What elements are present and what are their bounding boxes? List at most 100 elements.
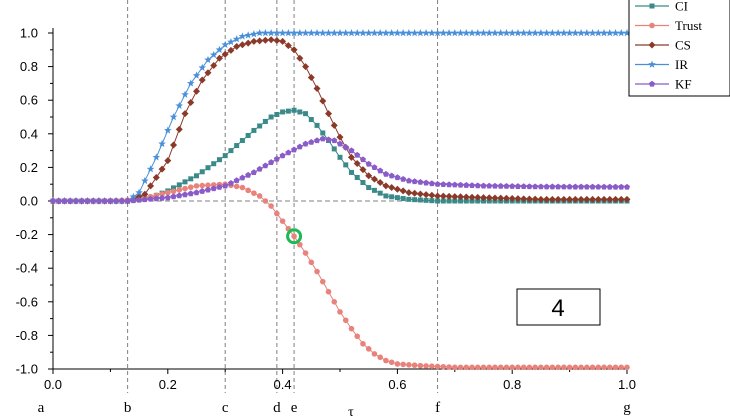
data-point-kf (204, 186, 212, 193)
data-point-cs (480, 194, 487, 202)
data-point-kf (491, 182, 499, 189)
data-point-ci (228, 148, 234, 154)
data-point-ir (318, 29, 327, 37)
data-point-cs (543, 195, 551, 203)
data-point-ir (284, 29, 293, 37)
data-point-ci (268, 114, 274, 120)
legend-marker-cs (648, 41, 656, 49)
legend-marker-ci (649, 3, 655, 9)
data-point-kf (514, 183, 521, 189)
data-point-trust (400, 361, 406, 368)
data-point-kf (457, 181, 464, 188)
data-point-ir (198, 63, 207, 71)
data-series (49, 29, 631, 371)
legend: CI Trust CS IR KF (628, 0, 730, 97)
data-point-ir (169, 113, 178, 121)
data-point-ci (297, 109, 303, 115)
data-point-cs (307, 74, 315, 82)
data-point-kf (331, 137, 338, 144)
data-point-trust (538, 364, 544, 371)
data-point-kf (451, 181, 458, 188)
data-point-ir (445, 29, 453, 37)
data-point-cs (411, 189, 419, 197)
data-point-kf (446, 181, 453, 188)
data-point-trust (268, 203, 274, 209)
x-tick-label: 1.0 (618, 377, 636, 392)
data-point-kf (118, 197, 125, 204)
data-point-trust (503, 364, 510, 371)
data-point-trust (417, 362, 424, 369)
data-point-ci (469, 198, 475, 204)
data-point-cs (502, 194, 510, 202)
data-point-trust (159, 191, 165, 197)
y-tick-label: -1.0 (16, 362, 38, 377)
data-point-kf (176, 192, 183, 199)
data-point-ci (423, 197, 429, 203)
data-point-trust (314, 268, 320, 275)
data-point-kf (95, 197, 102, 204)
data-point-kf (78, 197, 85, 204)
data-point-cs (468, 193, 476, 201)
data-point-trust (543, 364, 550, 371)
data-point-kf (227, 179, 234, 186)
data-point-trust (170, 188, 177, 195)
data-point-ir (359, 29, 367, 37)
y-tick-label: 0.0 (20, 194, 38, 209)
data-point-ci (308, 117, 314, 123)
data-point-ci (440, 198, 446, 204)
data-point-trust (618, 364, 625, 371)
data-point-trust (423, 363, 429, 369)
data-point-cs (594, 195, 602, 203)
data-point-cs (325, 110, 333, 118)
data-point-kf (199, 188, 206, 194)
data-point-cs (359, 166, 367, 174)
data-point-cs (445, 192, 453, 200)
data-point-cs (347, 153, 355, 161)
y-tick-label: -0.8 (16, 328, 38, 343)
marker-label-b: b (124, 400, 132, 416)
data-point-cs (187, 98, 195, 106)
data-point-trust (452, 364, 458, 371)
x-tick-label: 0.8 (503, 377, 521, 392)
data-point-ir (519, 29, 528, 37)
data-point-cs (170, 141, 178, 149)
data-point-ci (211, 161, 217, 167)
annotation-box-label: 4 (551, 295, 564, 322)
data-point-cs (525, 195, 533, 203)
data-point-ir (164, 126, 172, 134)
data-point-ci (463, 198, 469, 204)
legend-marker-ir (648, 60, 656, 68)
data-point-kf (537, 183, 544, 190)
data-point-ir (232, 35, 241, 43)
data-point-ci (262, 118, 268, 124)
data-point-ci (366, 185, 372, 191)
data-point-kf (273, 155, 280, 162)
y-tick-label: -0.4 (16, 261, 38, 276)
data-point-cs (548, 195, 556, 203)
data-point-ci (285, 108, 291, 114)
data-point-ci (234, 143, 240, 149)
data-point-ci (337, 154, 343, 160)
data-point-ci (458, 198, 464, 204)
data-point-kf (526, 183, 533, 190)
data-point-ir (439, 29, 448, 37)
data-point-cs (296, 54, 304, 62)
data-point-kf (124, 197, 131, 204)
data-point-ir (376, 29, 384, 37)
data-point-cs (302, 63, 310, 71)
tick-labels: a b c d e f g 0.0 0.2 0.4 0.6 0.8 1.0 1.0 0.8 0.6 0.4 0.2… (16, 26, 636, 417)
data-point-kf (55, 197, 62, 204)
data-point-ir (158, 139, 166, 148)
data-point-kf (250, 169, 257, 176)
data-point-trust (624, 364, 630, 371)
series-trust (50, 181, 630, 371)
data-point-trust (210, 182, 217, 188)
data-point-ir (473, 29, 482, 37)
data-point-ir (192, 71, 201, 79)
data-point-kf (170, 193, 177, 200)
data-point-ir (451, 29, 459, 37)
legend-label-ci: CI (675, 0, 688, 14)
data-point-cs (589, 195, 597, 203)
data-point-ir (577, 29, 585, 37)
